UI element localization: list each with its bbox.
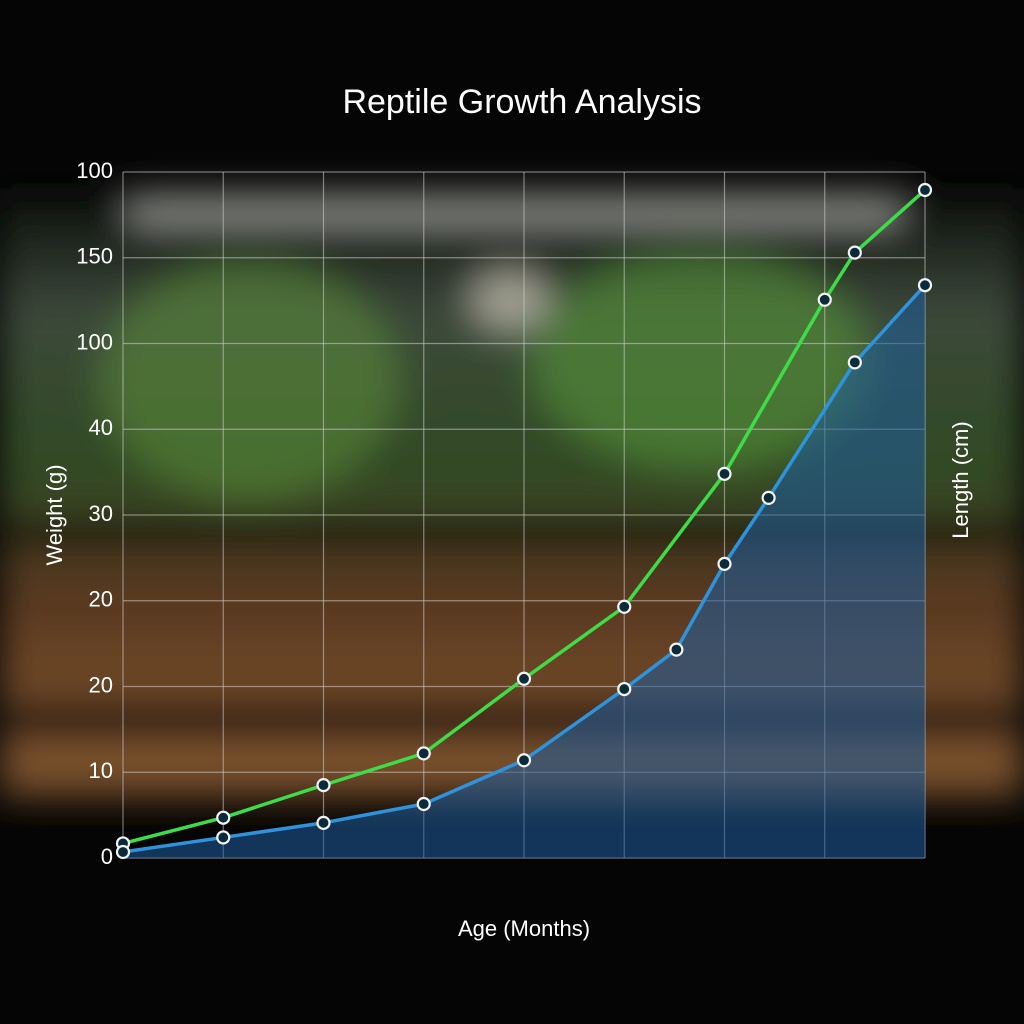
marker [717,466,732,481]
marker [669,642,684,657]
marker [416,746,431,761]
y-tick-label: 20 [89,587,113,612]
marker [416,796,431,812]
y-tick-label: 100 [76,158,113,183]
y-tick-label: 100 [76,329,113,354]
x-axis-label: Age (Months) [458,916,590,941]
marker [717,556,732,571]
marker [516,671,532,686]
marker [617,599,632,614]
y-tick-label: 150 [76,244,113,269]
chart-title: Reptile Growth Analysis [342,83,701,121]
marker [316,778,331,793]
marker [216,810,231,825]
marker [817,292,832,307]
y-tick-label: 10 [89,758,113,783]
y-tick-label: 0 [101,844,113,869]
marker [917,182,933,198]
y-axis-label: Weight (g) [42,464,67,565]
marker [617,681,632,697]
y-tick-label: 30 [89,501,113,526]
y-tick-label: 20 [89,672,113,697]
line [122,188,927,846]
marker [316,815,331,830]
y-tick-label: 40 [89,415,113,440]
marker [847,245,862,260]
marker [847,355,862,370]
marker [917,278,933,293]
marker [216,830,231,845]
marker [761,490,776,505]
marker [115,844,131,860]
marker [516,753,532,768]
area [123,285,925,858]
y2-axis-label: Length (cm) [948,421,973,538]
